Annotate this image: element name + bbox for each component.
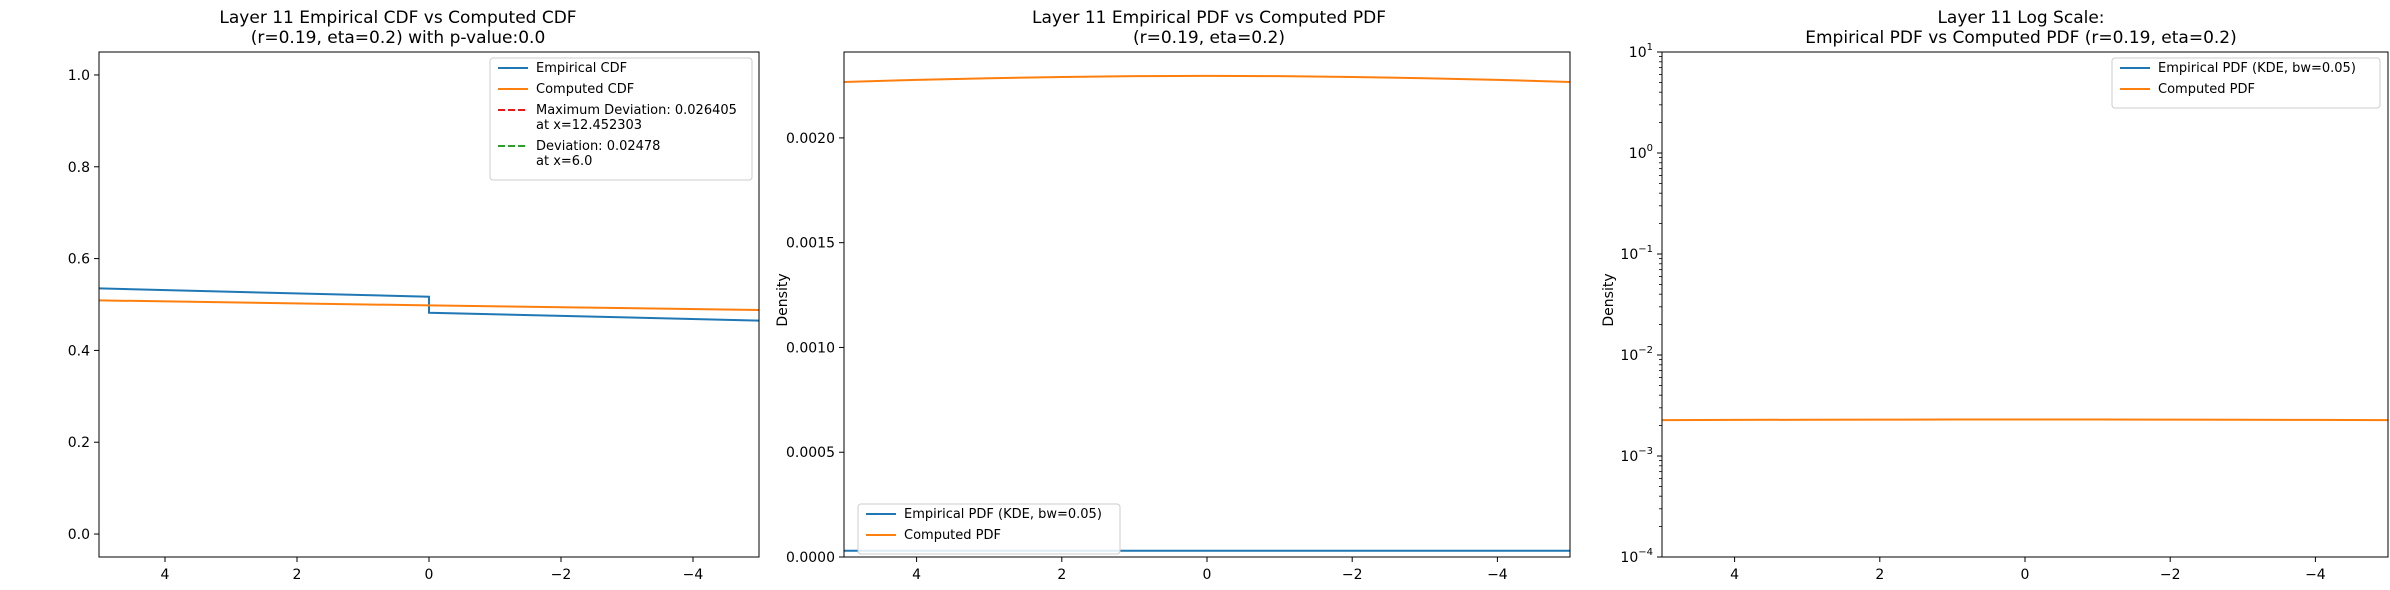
cdf-legend-label: at x=6.0 xyxy=(536,154,592,169)
cdf-y-tick-label: 0.4 xyxy=(68,343,90,359)
cdf-legend-label: Computed CDF xyxy=(536,82,634,97)
pdf-legend-label: Empirical PDF (KDE, bw=0.05) xyxy=(904,507,1102,522)
cdf-y-tick-label: 1.0 xyxy=(68,68,90,84)
log-pdf-y-tick-label: 10−1 xyxy=(1620,244,1653,263)
cdf-subtitle: (r=0.19, eta=0.2) with p-value:0.0 xyxy=(251,28,546,48)
cdf-y-tick-label: 0.6 xyxy=(68,252,90,268)
cdf-x-tick-label: −4 xyxy=(683,567,704,583)
cdf-legend-label: Deviation: 0.02478 xyxy=(536,139,660,154)
pdf-title: Layer 11 Empirical PDF vs Computed PDF xyxy=(1032,8,1386,28)
log-pdf-x-tick-label: 2 xyxy=(1875,567,1884,583)
log-pdf-y-axis-label: Density xyxy=(1601,273,1617,326)
cdf-x-tick-label: −2 xyxy=(551,567,572,583)
cdf-y-tick-label: 0.8 xyxy=(68,160,90,176)
log-pdf-legend-label: Computed PDF xyxy=(2158,82,2255,97)
cdf-plot-area: 4 2 0 −2 −4 0.0 0.2 0.4 0.6 0.8 1.0 Empirical CDF Co… xyxy=(68,51,760,583)
pdf-plot-area: 4 2 0 −2 −4 0.0000 0.0005 0.0010 0.0015 0.0020 Emp… xyxy=(786,51,1571,583)
pdf-x-tick-label: 4 xyxy=(912,567,921,583)
pdf-legend: Empirical PDF (KDE, bw=0.05) Computed PDF xyxy=(857,503,1121,555)
log-pdf-legend: Empirical PDF (KDE, bw=0.05) Computed PDF xyxy=(2111,57,2381,109)
cdf-legend-box xyxy=(489,57,753,181)
pdf-x-tick-label: 0 xyxy=(1203,567,1212,583)
cdf-panel: Layer 11 Empirical CDF vs Computed CDF (… xyxy=(68,8,760,583)
cdf-legend-label: Empirical CDF xyxy=(536,61,627,76)
pdf-panel: Layer 11 Empirical PDF vs Computed PDF (… xyxy=(775,8,1571,583)
log-pdf-title: Layer 11 Log Scale: xyxy=(1937,8,2104,28)
pdf-y-tick-label: 0.0000 xyxy=(786,550,835,566)
log-pdf-subtitle: Empirical PDF vs Computed PDF (r=0.19, e… xyxy=(1805,28,2236,48)
pdf-y-tick-label: 0.0010 xyxy=(786,340,835,356)
log-pdf-y-tick-label: 101 xyxy=(1629,42,1653,61)
log-pdf-panel: Layer 11 Log Scale: Empirical PDF vs Com… xyxy=(1601,8,2389,583)
log-pdf-x-tick-label: 0 xyxy=(2021,567,2030,583)
log-pdf-plot-area: 4 2 0 −2 −4 10−4 10−3 10−2 10−1 100 101 Empirical P… xyxy=(1620,42,2389,583)
cdf-x-tick-label: 0 xyxy=(425,567,434,583)
cdf-y-tick-label: 0.0 xyxy=(68,527,90,543)
cdf-y-tick-label: 0.2 xyxy=(68,435,90,451)
cdf-x-tick-label: 2 xyxy=(293,567,302,583)
cdf-title: Layer 11 Empirical CDF vs Computed CDF xyxy=(219,8,576,28)
cdf-series-computed-cdf-line xyxy=(99,299,759,312)
log-pdf-y-tick-label: 100 xyxy=(1629,143,1653,162)
pdf-y-tick-label: 0.0005 xyxy=(786,445,835,461)
log-pdf-legend-label: Empirical PDF (KDE, bw=0.05) xyxy=(2158,61,2356,76)
log-pdf-y-tick-label: 10−4 xyxy=(1620,547,1653,566)
pdf-legend-label: Computed PDF xyxy=(904,528,1001,543)
log-pdf-x-tick-label: −4 xyxy=(2305,567,2326,583)
log-pdf-x-tick-label: −2 xyxy=(2160,567,2181,583)
cdf-legend-label: Maximum Deviation: 0.026405 xyxy=(536,103,737,118)
log-pdf-legend-box xyxy=(2111,57,2381,109)
cdf-series-group xyxy=(99,287,759,322)
pdf-x-tick-label: −4 xyxy=(1487,567,1508,583)
pdf-y-tick-label: 0.0015 xyxy=(786,236,835,252)
log-pdf-y-tick-label: 10−3 xyxy=(1620,446,1653,465)
cdf-x-tick-label: 4 xyxy=(161,567,170,583)
log-pdf-y-tick-label: 10−2 xyxy=(1620,345,1653,364)
cdf-legend: Empirical CDF Computed CDF Maximum Deviati… xyxy=(489,57,753,181)
log-pdf-series-group xyxy=(1662,418,2388,422)
pdf-x-tick-label: 2 xyxy=(1057,567,1066,583)
pdf-series-computed-pdf-line xyxy=(844,74,1570,83)
pdf-y-tick-label: 0.0020 xyxy=(786,131,835,147)
pdf-x-tick-label: −2 xyxy=(1342,567,1363,583)
cdf-legend-label: at x=12.452303 xyxy=(536,118,642,133)
log-pdf-x-tick-label: 4 xyxy=(1730,567,1739,583)
pdf-y-axis-label: Density xyxy=(775,273,791,326)
pdf-subtitle: (r=0.19, eta=0.2) xyxy=(1133,28,1285,48)
log-pdf-series-computed-pdf-line xyxy=(1662,418,2388,422)
pdf-legend-box xyxy=(857,503,1121,555)
